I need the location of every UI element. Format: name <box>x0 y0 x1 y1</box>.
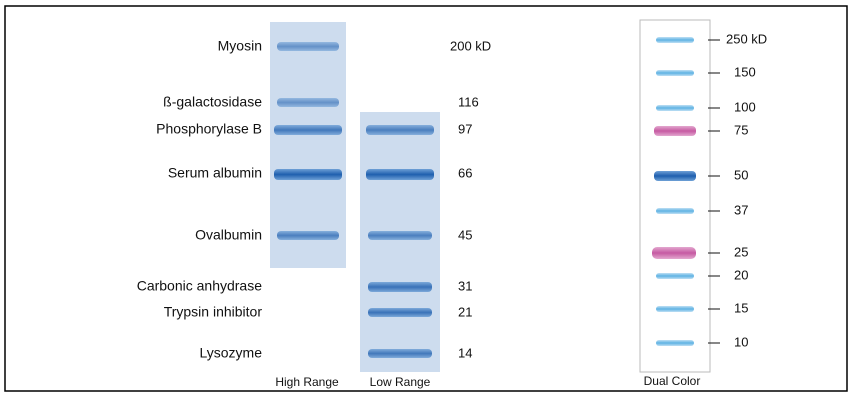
protein-size: 45 <box>458 227 472 242</box>
band <box>368 308 432 317</box>
band <box>368 282 432 292</box>
marker-size: 20 <box>734 267 748 282</box>
protein-size: 200 kD <box>450 38 491 53</box>
lane-label: High Range <box>275 375 339 389</box>
band <box>366 125 434 135</box>
marker-size: 100 <box>734 99 756 114</box>
low-range-lane <box>360 112 440 372</box>
marker-size: 250 kD <box>726 31 767 46</box>
marker-size: 75 <box>734 122 748 137</box>
protein-name: Phosphorylase B <box>156 121 262 137</box>
marker-size: 15 <box>734 300 748 315</box>
band <box>656 273 694 279</box>
protein-name: ß-galactosidase <box>163 94 262 110</box>
band <box>656 340 694 346</box>
protein-size: 21 <box>458 304 472 319</box>
protein-name: Serum albumin <box>168 165 262 181</box>
marker-size: 150 <box>734 64 756 79</box>
band <box>654 126 696 136</box>
band <box>656 208 694 214</box>
figure: Myosin ß-galactosidase Phosphorylase B S… <box>0 0 852 392</box>
lane-label: Low Range <box>370 375 431 389</box>
band <box>656 306 694 312</box>
marker-size: 37 <box>734 202 748 217</box>
protein-sizes: 200 kD 116 97 66 45 31 21 14 <box>450 38 491 360</box>
protein-names: Myosin ß-galactosidase Phosphorylase B S… <box>137 38 263 361</box>
protein-size: 116 <box>458 94 479 109</box>
marker-size: 25 <box>734 244 748 259</box>
protein-name: Carbonic anhydrase <box>137 278 263 294</box>
band <box>366 169 434 180</box>
band <box>656 70 694 76</box>
protein-name: Ovalbumin <box>195 227 262 243</box>
band <box>654 171 696 181</box>
band <box>277 98 339 107</box>
band <box>656 105 694 111</box>
band <box>656 37 694 43</box>
lane-label: Dual Color <box>644 374 701 388</box>
band <box>274 169 342 180</box>
protein-size: 31 <box>458 278 472 293</box>
band <box>368 231 432 240</box>
band <box>274 125 342 135</box>
band <box>277 42 339 51</box>
band <box>368 349 432 358</box>
dual-color-sizes: 250 kD 150 100 75 50 37 25 20 15 10 <box>726 31 767 349</box>
protein-name: Myosin <box>218 38 262 54</box>
band <box>277 231 339 240</box>
protein-name: Lysozyme <box>199 345 262 361</box>
protein-name: Trypsin inhibitor <box>164 304 263 320</box>
marker-size: 10 <box>734 334 748 349</box>
protein-size: 97 <box>458 121 472 136</box>
protein-size: 66 <box>458 165 472 180</box>
band <box>652 247 696 259</box>
marker-size: 50 <box>734 167 748 182</box>
protein-size: 14 <box>458 345 472 360</box>
